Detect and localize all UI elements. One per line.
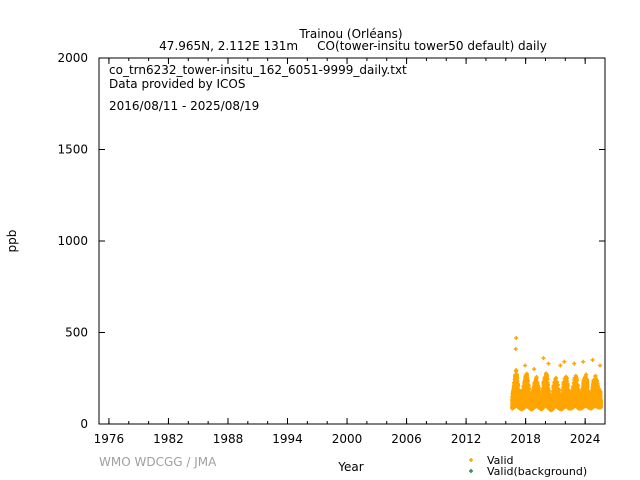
x-tick-label: 2006 [391,432,422,446]
data-point [554,375,559,380]
file-annotation: co_trn6232_tower-insitu_162_6051-9999_da… [109,63,407,77]
x-tick-label: 2000 [332,432,363,446]
data-point [534,375,539,380]
data-point [545,382,550,387]
legend-label-background: Valid(background) [487,465,587,478]
data-point [581,359,586,364]
chart-title: Trainou (Orléans) [298,27,402,41]
data-point [541,356,546,361]
data-point [545,377,550,382]
provider-annotation: Data provided by ICOS [109,77,245,91]
data-point [513,346,518,351]
data-point [546,389,551,394]
data-point [562,359,567,364]
chart-subtitle: 47.965N, 2.112E 131m CO(tower-insitu tow… [159,39,547,53]
x-tick-label: 1988 [213,432,244,446]
y-tick-label: 0 [80,417,88,431]
x-tick-label: 1982 [153,432,184,446]
date-range-annotation: 2016/08/11 - 2025/08/19 [109,99,259,113]
data-point [516,383,521,388]
x-tick-label: 2024 [570,432,601,446]
data-point [523,363,528,368]
y-tick-label: 1500 [57,143,88,157]
legend-marker-background [469,469,473,473]
x-axis-label: Year [337,460,363,474]
y-tick-label: 1000 [57,234,88,248]
data-point [532,367,537,372]
x-tick-label: 1976 [94,432,125,446]
data-point [598,363,603,368]
y-axis-label: ppb [5,230,19,253]
y-tick-label: 2000 [57,51,88,65]
data-point [546,361,551,366]
data-point [558,363,563,368]
watermark: WMO WDCGG / JMA [99,455,217,469]
legend-marker-valid [469,458,473,462]
data-point [514,368,519,373]
y-tick-label: 500 [65,326,88,340]
x-tick-label: 2012 [451,432,482,446]
data-point [536,386,541,391]
data-point [590,357,595,362]
data-point [555,382,560,387]
x-tick-label: 2018 [510,432,541,446]
data-point [514,335,519,340]
data-point [572,361,577,366]
data-point [527,387,532,392]
x-tick-label: 1994 [272,432,303,446]
